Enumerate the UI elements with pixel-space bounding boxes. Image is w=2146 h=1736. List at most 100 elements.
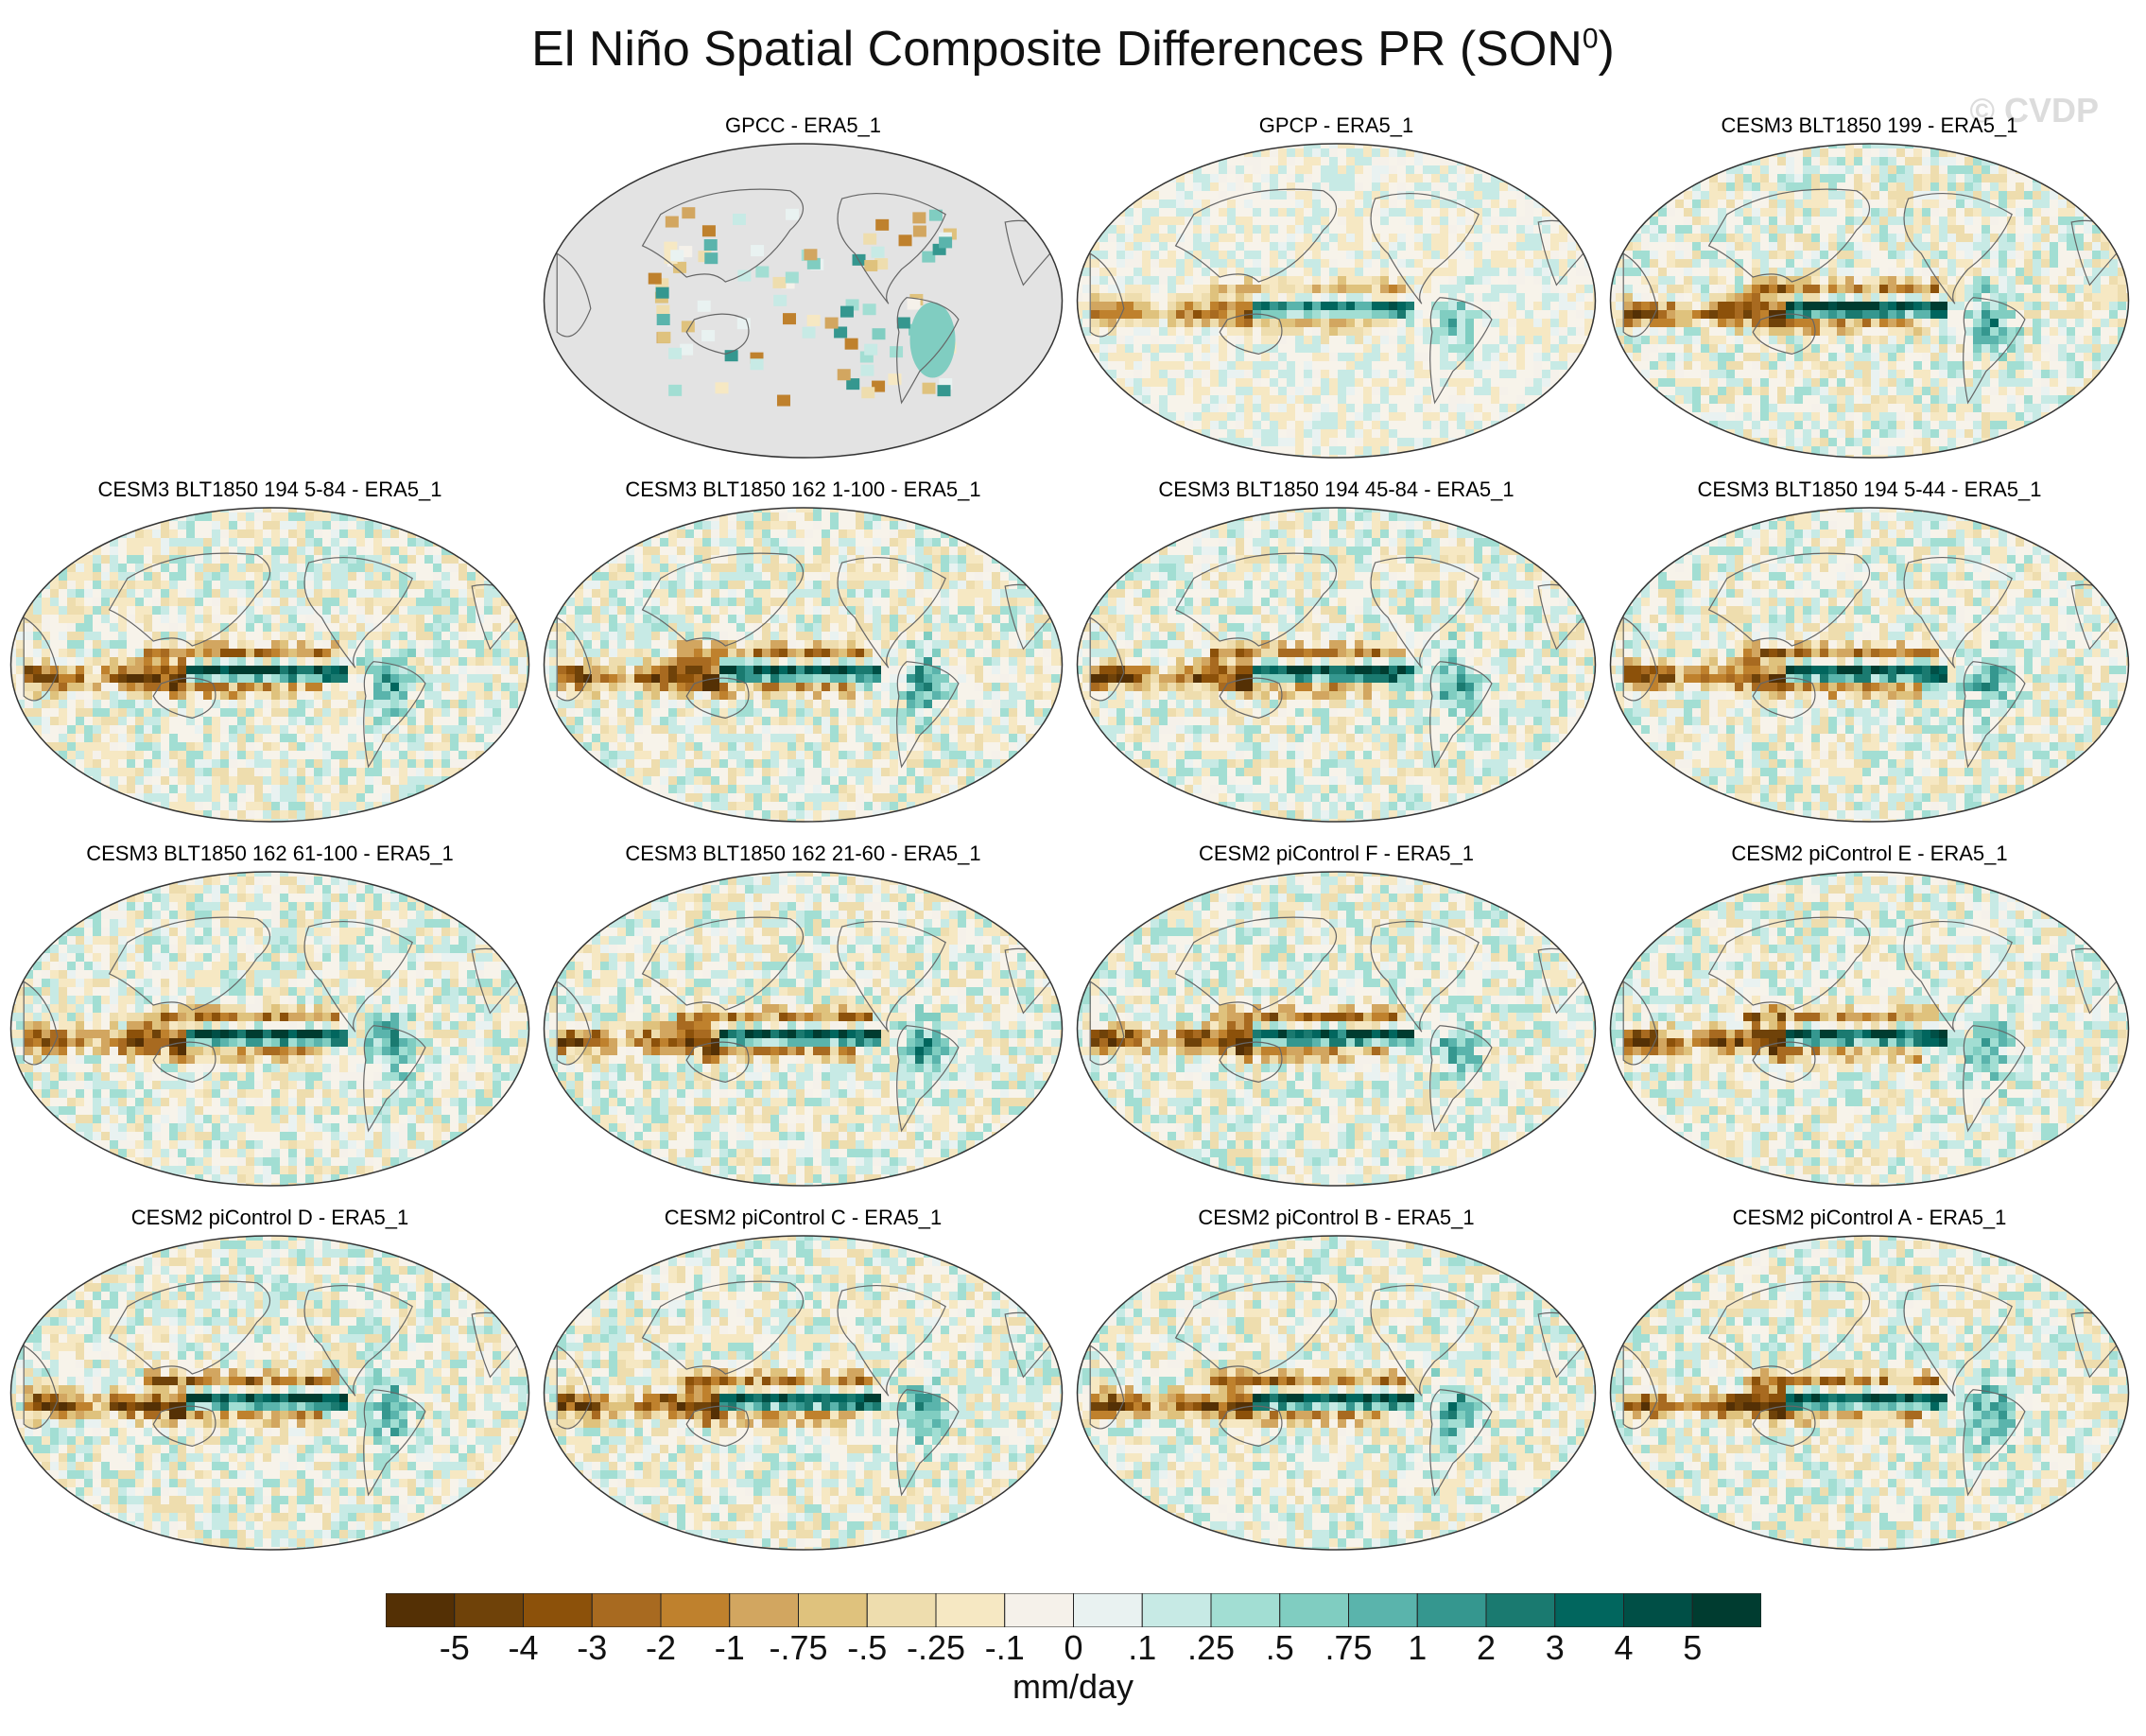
field-cell [1176, 387, 1185, 395]
field-cell [1082, 378, 1091, 387]
field-cell [493, 589, 501, 598]
field-cell [1295, 285, 1304, 293]
field-cell [1278, 242, 1287, 251]
field-cell [1650, 259, 1658, 268]
field-cell [1329, 421, 1338, 429]
field-cell [2058, 353, 2067, 361]
field-cell [1270, 429, 1278, 438]
field-cell [1735, 336, 1743, 344]
field-cell [161, 598, 169, 606]
field-cell [280, 589, 288, 598]
field-cell [348, 615, 356, 623]
field-cell [2109, 302, 2118, 310]
field-cell [1077, 259, 1082, 268]
field-cell [1559, 404, 1567, 412]
field-cell [1533, 336, 1542, 344]
field-cell [1253, 438, 1261, 446]
field-cell [280, 674, 288, 683]
field-cell [2101, 174, 2109, 182]
field-cell [459, 589, 467, 598]
field-cell [1879, 429, 1888, 438]
field-cell [1465, 225, 1474, 234]
field-cell [1956, 370, 1964, 378]
field-cell [1295, 327, 1304, 336]
field-cell [1542, 344, 1550, 353]
field-cell [2109, 387, 2118, 395]
field-cell [1896, 285, 1905, 293]
field-cell [1777, 353, 1786, 361]
field-cell [1448, 293, 1457, 302]
field-cell [527, 623, 529, 632]
field-cell [1227, 412, 1236, 421]
field-cell [263, 632, 271, 640]
field-cell [1854, 259, 1862, 268]
field-cell [1624, 302, 1633, 310]
field-cell [1423, 319, 1431, 327]
field-cell [1576, 370, 1584, 378]
field-cell [127, 700, 135, 708]
field-cell [1363, 285, 1372, 293]
field-cell [1610, 191, 1616, 200]
field-cell [1457, 144, 1465, 148]
field-cell [1692, 148, 1701, 157]
field-cell [178, 615, 186, 623]
field-cell [424, 657, 433, 666]
field-cell [1650, 310, 1658, 319]
field-cell [484, 589, 493, 598]
field-cell [2092, 208, 2101, 217]
field-cell [484, 555, 493, 564]
field-cell [2101, 268, 2109, 276]
field-cell [2118, 191, 2126, 200]
field-cell [2092, 404, 2101, 412]
field-cell [1726, 344, 1735, 353]
field-cell [1777, 361, 1786, 370]
field-cell [433, 657, 441, 666]
field-cell [518, 717, 527, 725]
field-cell [365, 581, 373, 589]
field-cell [1760, 276, 1769, 285]
field-cell [144, 606, 152, 615]
field-cell [237, 632, 246, 640]
field-cell [1692, 174, 1701, 182]
field-cell [229, 521, 237, 529]
map-panel: CESM3 BLT1850 194 5-84 - ERA5_1 [8, 477, 532, 829]
field-cell [1718, 310, 1726, 319]
field-cell [76, 623, 84, 632]
field-cell [407, 708, 416, 717]
field-cell [1116, 174, 1125, 182]
field-cell [322, 512, 331, 521]
field-cell [1346, 225, 1355, 234]
field-cell [33, 615, 42, 623]
field-cell [1108, 455, 1116, 458]
field-cell [50, 581, 59, 589]
field-cell [1667, 302, 1675, 310]
field-cell [229, 564, 237, 572]
field-cell [178, 572, 186, 581]
field-cell [1397, 157, 1406, 165]
field-cell [896, 317, 910, 329]
field-cell [2058, 165, 2067, 174]
field-cell [76, 589, 84, 598]
field-cell [339, 547, 348, 555]
map-field [1609, 143, 2130, 459]
field-cell [1431, 251, 1440, 259]
field-cell [1701, 336, 1709, 344]
field-cell [1845, 387, 1854, 395]
field-cell [1913, 251, 1922, 259]
field-cell [1718, 361, 1726, 370]
field-cell [1533, 268, 1542, 276]
field-cell [1448, 310, 1457, 319]
field-cell [101, 615, 110, 623]
field-cell [1811, 182, 1820, 191]
field-cell [1542, 387, 1550, 395]
field-cell [1567, 144, 1576, 148]
field-cell [1499, 412, 1508, 421]
field-cell [1380, 387, 1389, 395]
field-cell [1862, 421, 1871, 429]
field-cell [510, 529, 518, 538]
field-cell [390, 564, 399, 572]
field-cell [1125, 310, 1134, 319]
field-cell [1295, 319, 1304, 327]
field-cell [93, 640, 101, 649]
field-cell [1116, 353, 1125, 361]
